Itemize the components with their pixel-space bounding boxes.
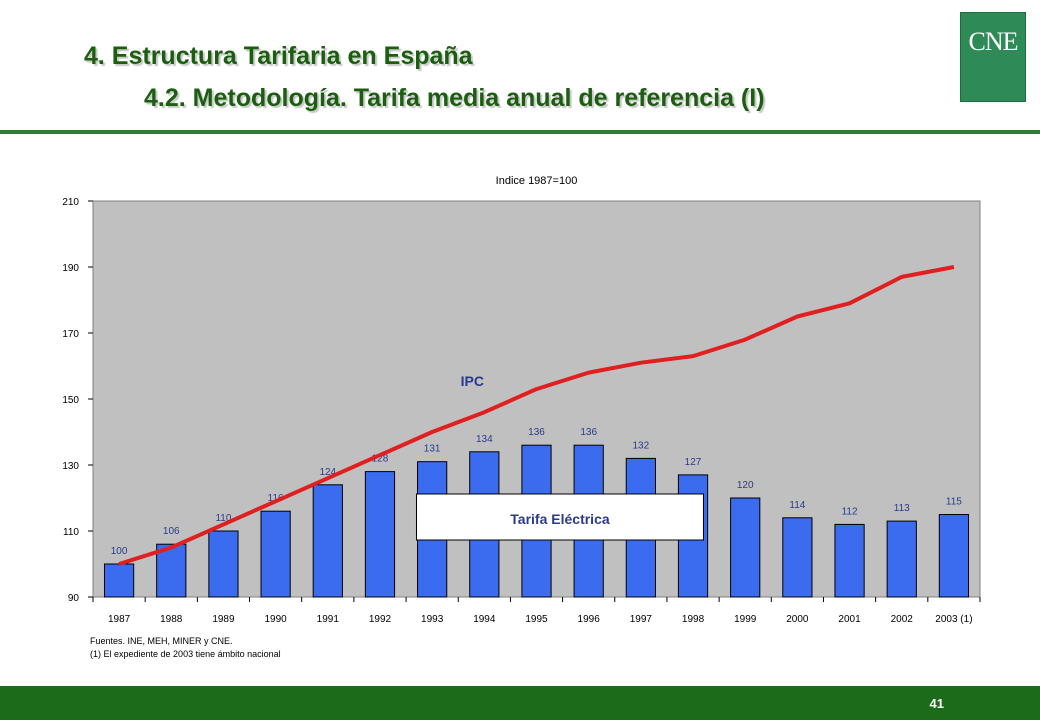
x-tick-label: 1993 (421, 614, 444, 625)
slide-subtitle: 4.2. Metodología. Tarifa media anual de … (144, 84, 765, 112)
cne-logo: CNE (960, 12, 1026, 102)
bar-value-label: 127 (685, 457, 702, 468)
footer-bar: 41 (0, 686, 1040, 720)
bar-value-label: 120 (737, 480, 754, 491)
y-tick-label: 170 (62, 329, 79, 340)
bar (364, 471, 396, 598)
chart-title: Indice 1987=100 (496, 175, 578, 187)
y-tick-label: 190 (62, 263, 79, 274)
header-rule (0, 130, 1040, 134)
bar (938, 514, 970, 598)
x-tick-label: 1991 (317, 614, 340, 625)
x-tick-label: 1995 (525, 614, 548, 625)
y-tick-label: 210 (62, 197, 79, 208)
logo-text: CNE (968, 27, 1019, 56)
bar-value-label: 132 (633, 440, 650, 451)
bar (156, 543, 187, 598)
bar (730, 497, 761, 598)
x-tick-label: 1989 (212, 614, 235, 625)
bar-value-label: 106 (163, 526, 180, 537)
bar-value-label: 100 (111, 546, 128, 557)
bar (312, 484, 343, 598)
bar-value-label: 110 (215, 513, 231, 524)
bar (208, 530, 239, 598)
tarifa-chart: Indice 1987=100 90 110 130 150 170 190 210 1987 1… (62, 175, 981, 625)
x-tick-label: 1997 (630, 614, 653, 625)
x-tick-label: 2001 (838, 614, 861, 625)
legend-tarifa: Tarifa Eléctrica (510, 511, 610, 527)
y-tick-label: 150 (62, 395, 79, 406)
page-number: 41 (929, 696, 944, 711)
y-tick-label: 110 (63, 527, 79, 538)
bar-value-label: 124 (319, 467, 336, 478)
bar-value-label: 136 (528, 427, 545, 438)
bar (260, 510, 291, 598)
bar-value-label: 131 (424, 444, 441, 455)
bar-value-label: 136 (580, 427, 597, 438)
x-tick-label: 1994 (473, 614, 496, 625)
bar (103, 563, 135, 598)
x-tick-label: 1999 (734, 614, 757, 625)
x-tick-label: 1988 (160, 614, 183, 625)
bar-value-label: 112 (842, 506, 858, 517)
source-note: Fuentes. INE, MEH, MINER y CNE. (90, 636, 233, 646)
legend-ipc: IPC (461, 373, 484, 389)
bar-value-label: 114 (789, 500, 805, 511)
x-tick-label: 1998 (682, 614, 705, 625)
bar-value-label: 134 (476, 434, 493, 445)
slide-title: 4. Estructura Tarifaria en España (84, 42, 473, 70)
x-tick-label: 2002 (891, 614, 914, 625)
x-tick-label: 2003 (1) (935, 614, 972, 625)
bar-value-label: 115 (946, 497, 962, 508)
bar (886, 520, 917, 598)
bar-value-label: 128 (372, 454, 389, 465)
x-tick-label: 1996 (578, 614, 601, 625)
bar (834, 523, 865, 598)
y-tick-label: 90 (68, 593, 80, 604)
footnote: (1) El expediente de 2003 tiene ámbito n… (90, 649, 281, 659)
x-tick-label: 1987 (108, 614, 131, 625)
x-tick-label: 1990 (264, 614, 287, 625)
x-tick-label: 2000 (786, 614, 809, 625)
y-tick-label: 130 (62, 461, 79, 472)
x-tick-label: 1992 (369, 614, 392, 625)
bar-value-label: 113 (894, 503, 910, 514)
legend-box (415, 493, 704, 541)
bar-value-label: 116 (268, 493, 284, 504)
bar (782, 517, 813, 598)
